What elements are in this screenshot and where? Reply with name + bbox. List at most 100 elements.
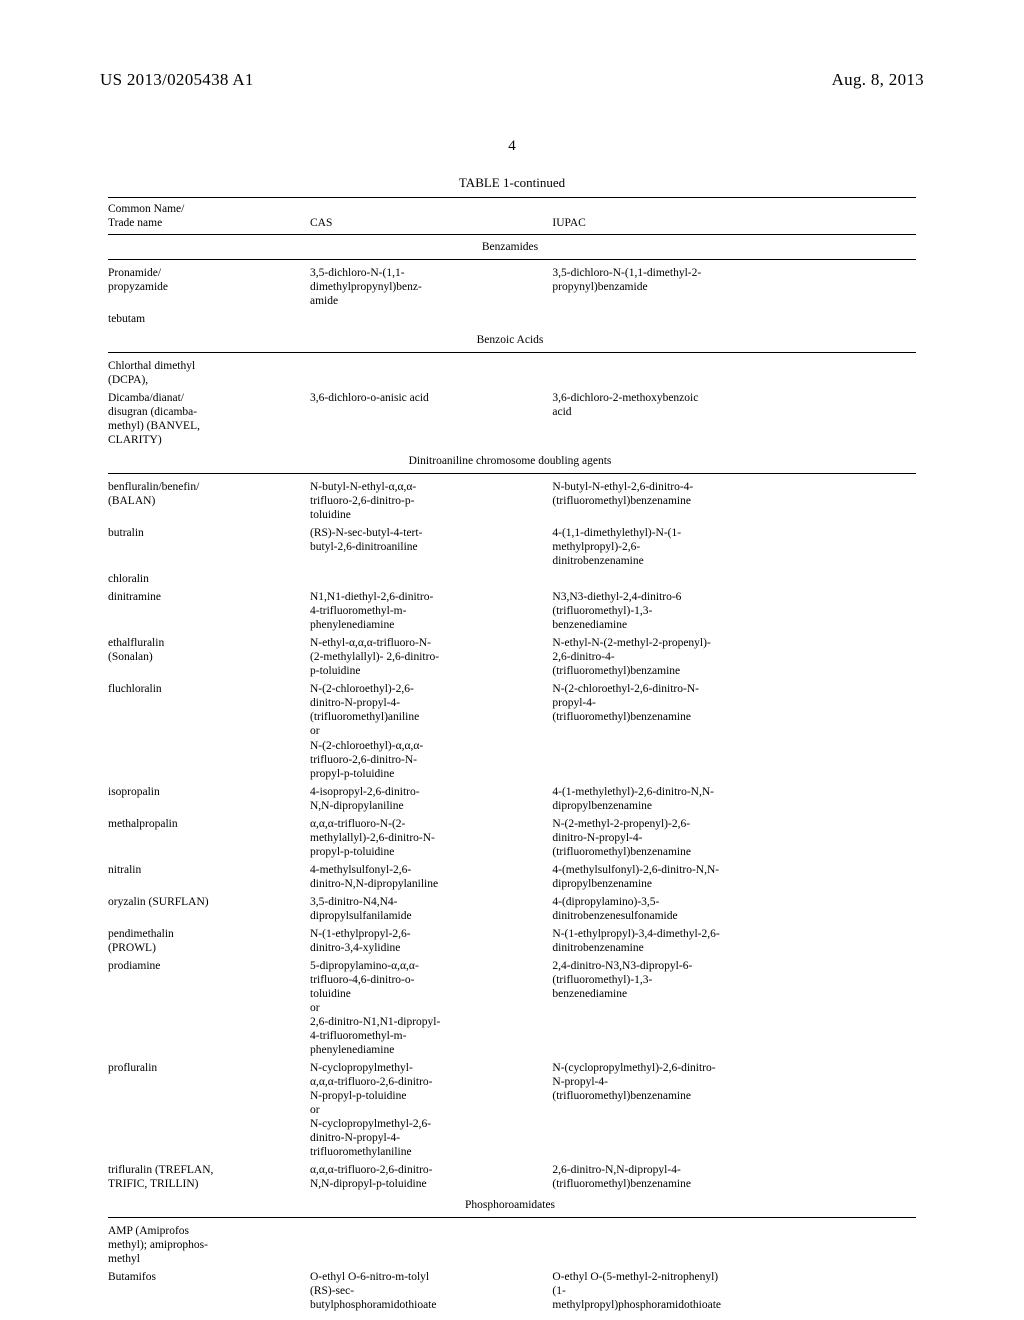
cell-iupac: O-ethyl O-(5-methyl-2-nitrophenyl)(1-met… xyxy=(552,1268,916,1314)
cell-cas: α,α,α-trifluoro-N-(2-methylallyl)-2,6-di… xyxy=(310,815,552,861)
cell-cas: N-cyclopropylmethyl-α,α,α-trifluoro-2,6-… xyxy=(310,1059,552,1161)
cell-cas: 3,5-dinitro-N4,N4-dipropylsulfanilamide xyxy=(310,893,552,925)
cell-common-name: oryzalin (SURFLAN) xyxy=(108,893,310,925)
cell-cas: N-(2-chloroethyl)-2,6-dinitro-N-propyl-4… xyxy=(310,680,552,782)
table-row: methalpropalinα,α,α-trifluoro-N-(2-methy… xyxy=(108,815,916,861)
page: US 2013/0205438 A1 Aug. 8, 2013 4 TABLE … xyxy=(0,0,1024,1320)
cell-common-name: Dicamba/dianat/disugran (dicamba-methyl)… xyxy=(108,389,310,449)
cell-cas: N-(1-ethylpropyl-2,6-dinitro-3,4-xylidin… xyxy=(310,925,552,957)
cell-iupac: 4-(1,1-dimethylethyl)-N-(1-methylpropyl)… xyxy=(552,524,916,570)
cell-cas: 4-isopropyl-2,6-dinitro-N,N-dipropylanil… xyxy=(310,783,552,815)
cell-iupac: N-ethyl-N-(2-methyl-2-propenyl)-2,6-dini… xyxy=(552,634,916,680)
cell-cas: N1,N1-diethyl-2,6-dinitro-4-trifluoromet… xyxy=(310,588,552,634)
cell-common-name: pendimethalin(PROWL) xyxy=(108,925,310,957)
cell-iupac: N-(2-chloroethyl-2,6-dinitro-N-propyl-4-… xyxy=(552,680,916,782)
table-row: chloralin xyxy=(108,570,916,588)
cell-common-name: butralin xyxy=(108,524,310,570)
table-row: trifluralin (TREFLAN,TRIFIC, TRILLIN)α,α… xyxy=(108,1161,916,1193)
patent-number: US 2013/0205438 A1 xyxy=(100,70,254,90)
cell-common-name: benfluralin/benefin/(BALAN) xyxy=(108,478,310,524)
cell-iupac xyxy=(552,357,916,389)
cell-common-name: Chlorthal dimethyl(DCPA), xyxy=(108,357,310,389)
table-wrap: Common Name/Trade name CAS IUPAC Benzami… xyxy=(108,197,916,1314)
table-row: butralin(RS)-N-sec-butyl-4-tert-butyl-2,… xyxy=(108,524,916,570)
table-row: AMP (Amiprofosmethyl); amiprophos-methyl xyxy=(108,1222,916,1268)
cell-iupac xyxy=(552,570,916,588)
cell-common-name: trifluralin (TREFLAN,TRIFIC, TRILLIN) xyxy=(108,1161,310,1193)
table-title: TABLE 1-continued xyxy=(100,175,924,191)
table-row: fluchloralinN-(2-chloroethyl)-2,6-dinitr… xyxy=(108,680,916,782)
cell-common-name: Pronamide/propyzamide xyxy=(108,264,310,310)
col-header-cas: CAS xyxy=(310,198,552,235)
table-row: benfluralin/benefin/(BALAN)N-butyl-N-eth… xyxy=(108,478,916,524)
table-row: oryzalin (SURFLAN)3,5-dinitro-N4,N4-dipr… xyxy=(108,893,916,925)
cell-cas xyxy=(310,310,552,328)
cell-cas xyxy=(310,357,552,389)
table-body: BenzamidesPronamide/propyzamide3,5-dichl… xyxy=(108,235,916,1315)
cell-iupac xyxy=(552,310,916,328)
cell-cas: O-ethyl O-6-nitro-m-tolyl(RS)-sec-butylp… xyxy=(310,1268,552,1314)
cell-iupac: 3,6-dichloro-2-methoxybenzoicacid xyxy=(552,389,916,449)
cell-cas: 5-dipropylamino-α,α,α-trifluoro-4,6-dini… xyxy=(310,957,552,1059)
cell-common-name: ethalfluralin(Sonalan) xyxy=(108,634,310,680)
table-row: ethalfluralin(Sonalan)N-ethyl-α,α,α-trif… xyxy=(108,634,916,680)
cell-common-name: fluchloralin xyxy=(108,680,310,782)
chemicals-table: Common Name/Trade name CAS IUPAC Benzami… xyxy=(108,197,916,1314)
cell-iupac xyxy=(552,1222,916,1268)
cell-cas: N-butyl-N-ethyl-α,α,α-trifluoro-2,6-dini… xyxy=(310,478,552,524)
table-row: Pronamide/propyzamide3,5-dichloro-N-(1,1… xyxy=(108,264,916,310)
section-heading: Dinitroaniline chromosome doubling agent… xyxy=(108,449,916,474)
cell-iupac: 4-(1-methylethyl)-2,6-dinitro-N,N-diprop… xyxy=(552,783,916,815)
cell-common-name: AMP (Amiprofosmethyl); amiprophos-methyl xyxy=(108,1222,310,1268)
table-row: pendimethalin(PROWL)N-(1-ethylpropyl-2,6… xyxy=(108,925,916,957)
table-row: tebutam xyxy=(108,310,916,328)
cell-cas: (RS)-N-sec-butyl-4-tert-butyl-2,6-dinitr… xyxy=(310,524,552,570)
cell-iupac: 4-(methylsulfonyl)-2,6-dinitro-N,N-dipro… xyxy=(552,861,916,893)
table-row: isopropalin4-isopropyl-2,6-dinitro-N,N-d… xyxy=(108,783,916,815)
cell-cas: α,α,α-trifluoro-2,6-dinitro-N,N-dipropyl… xyxy=(310,1161,552,1193)
page-number: 4 xyxy=(100,138,924,155)
table-row: Chlorthal dimethyl(DCPA), xyxy=(108,357,916,389)
cell-common-name: profluralin xyxy=(108,1059,310,1161)
cell-iupac: N3,N3-diethyl-2,4-dinitro-6(trifluoromet… xyxy=(552,588,916,634)
cell-common-name: prodiamine xyxy=(108,957,310,1059)
cell-iupac: 2,6-dinitro-N,N-dipropyl-4-(trifluoromet… xyxy=(552,1161,916,1193)
cell-common-name: dinitramine xyxy=(108,588,310,634)
section-heading-row: Benzoic Acids xyxy=(108,328,916,353)
table-row: Dicamba/dianat/disugran (dicamba-methyl)… xyxy=(108,389,916,449)
cell-iupac: N-(1-ethylpropyl)-3,4-dimethyl-2,6-dinit… xyxy=(552,925,916,957)
cell-common-name: methalpropalin xyxy=(108,815,310,861)
cell-iupac: N-(cyclopropylmethyl)-2,6-dinitro-N-prop… xyxy=(552,1059,916,1161)
table-row: profluralinN-cyclopropylmethyl-α,α,α-tri… xyxy=(108,1059,916,1161)
running-header: US 2013/0205438 A1 Aug. 8, 2013 xyxy=(100,70,924,90)
section-heading: Benzoic Acids xyxy=(108,328,916,353)
cell-iupac: N-butyl-N-ethyl-2,6-dinitro-4-(trifluoro… xyxy=(552,478,916,524)
cell-cas: 4-methylsulfonyl-2,6-dinitro-N,N-dipropy… xyxy=(310,861,552,893)
cell-iupac: 3,5-dichloro-N-(1,1-dimethyl-2-propynyl)… xyxy=(552,264,916,310)
cell-iupac: 2,4-dinitro-N3,N3-dipropyl-6-(trifluorom… xyxy=(552,957,916,1059)
cell-iupac: 4-(dipropylamino)-3,5-dinitrobenzenesulf… xyxy=(552,893,916,925)
cell-cas: 3,5-dichloro-N-(1,1-dimethylpropynyl)ben… xyxy=(310,264,552,310)
section-heading-row: Dinitroaniline chromosome doubling agent… xyxy=(108,449,916,474)
cell-cas: 3,6-dichloro-o-anisic acid xyxy=(310,389,552,449)
cell-common-name: isopropalin xyxy=(108,783,310,815)
section-heading: Benzamides xyxy=(108,235,916,260)
table-header-row: Common Name/Trade name CAS IUPAC xyxy=(108,198,916,235)
section-heading-row: Phosphoroamidates xyxy=(108,1193,916,1218)
col-header-common-name: Common Name/Trade name xyxy=(108,198,310,235)
cell-common-name: tebutam xyxy=(108,310,310,328)
cell-cas: N-ethyl-α,α,α-trifluoro-N-(2-methylallyl… xyxy=(310,634,552,680)
cell-iupac: N-(2-methyl-2-propenyl)-2,6-dinitro-N-pr… xyxy=(552,815,916,861)
cell-cas xyxy=(310,570,552,588)
section-heading: Phosphoroamidates xyxy=(108,1193,916,1218)
cell-common-name: chloralin xyxy=(108,570,310,588)
col-header-iupac: IUPAC xyxy=(552,198,916,235)
section-heading-row: Benzamides xyxy=(108,235,916,260)
cell-common-name: nitralin xyxy=(108,861,310,893)
cell-cas xyxy=(310,1222,552,1268)
publication-date: Aug. 8, 2013 xyxy=(832,70,924,90)
table-row: prodiamine5-dipropylamino-α,α,α-trifluor… xyxy=(108,957,916,1059)
table-row: dinitramineN1,N1-diethyl-2,6-dinitro-4-t… xyxy=(108,588,916,634)
cell-common-name: Butamifos xyxy=(108,1268,310,1314)
table-row: nitralin4-methylsulfonyl-2,6-dinitro-N,N… xyxy=(108,861,916,893)
